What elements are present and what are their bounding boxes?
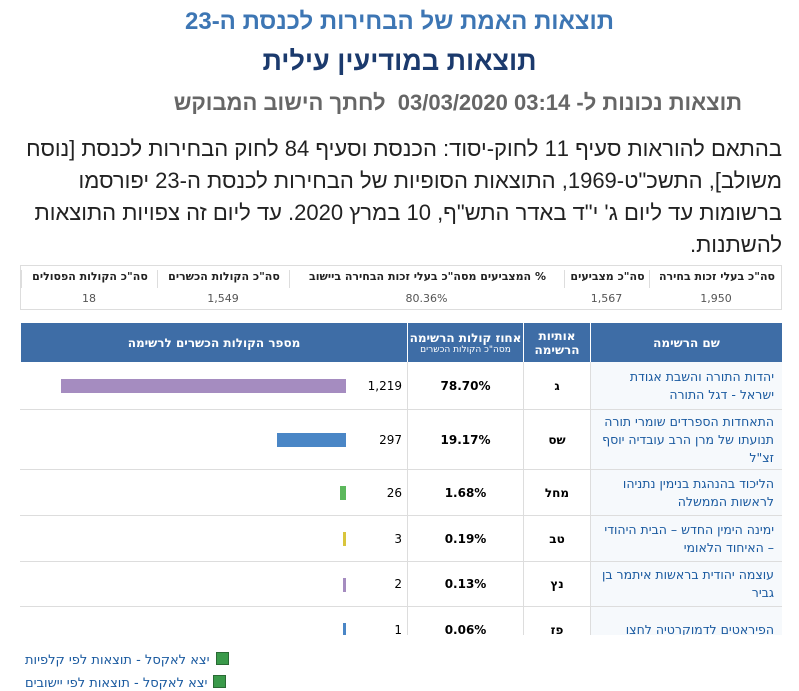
list-name: עוצמה יהודית בראשות איתמר בן גביר — [590, 562, 782, 607]
list-percent: 1.68% — [407, 470, 523, 516]
votes-cell: 1,219 — [20, 362, 407, 410]
header-percent: אחוז קולות הרשימה מסה"כ הקולות הכשרים — [407, 323, 523, 362]
bar — [61, 379, 346, 393]
list-name: הפיראטים לדמוקרטיה לחצו — [590, 607, 782, 635]
summary-header: סה"כ מצביעים — [564, 270, 650, 288]
summary-table: סה"כ בעלי זכות בחירה 1,950 סה"כ מצביעים 1,5… — [20, 265, 782, 310]
link-text[interactable]: יצא לאקסל - תוצאות לפי יישובים — [25, 676, 208, 691]
summary-header: סה"כ הקולות הכשרים — [157, 270, 290, 288]
votes-cell: 1 — [20, 607, 407, 635]
summary-value: 1,950 — [700, 292, 732, 305]
list-percent: 0.06% — [407, 607, 523, 635]
timestamp: תוצאות נכונות ל- 03:14 03/03/2020 לחתך ה… — [173, 90, 742, 115]
list-percent: 0.19% — [407, 516, 523, 562]
list-percent: 0.13% — [407, 562, 523, 607]
header-votes: מספר הקולות הכשרים לרשימה — [20, 323, 407, 362]
list-letters: נץ — [523, 562, 590, 607]
summary-value: 80.36% — [405, 292, 448, 305]
list-name: יהדות התורה והשבת אגודת ישראל - דגל התור… — [590, 362, 782, 410]
header-percent-note: מסה"כ הקולות הכשרים — [420, 344, 511, 355]
bar — [343, 532, 346, 546]
votes-label: 3 — [394, 531, 402, 546]
votes-cell: 3 — [20, 516, 407, 562]
bar — [339, 486, 346, 500]
list-letters: ג — [523, 362, 590, 410]
votes-label: 26 — [386, 485, 402, 500]
bar — [343, 577, 346, 592]
list-percent: 19.17% — [407, 410, 523, 470]
link-text[interactable]: יצא לאקסל - תוצאות לפי קלפיות — [25, 653, 210, 668]
list-percent: 78.70% — [407, 362, 523, 410]
summary-value: 1,549 — [207, 292, 239, 305]
notice: בהתאם להוראות סעיף 11 לחוק-יסוד: הכנסת ו… — [26, 136, 782, 257]
excel-icon — [213, 675, 227, 688]
summary-header: סה"כ בעלי זכות בחירה — [649, 270, 784, 288]
votes-cell: 2 — [20, 562, 407, 607]
votes-cell: 26 — [20, 470, 407, 516]
votes-label: 1,219 — [367, 378, 402, 393]
results-table: שם הרשימה אותיות הרשימה אחוז קולות הרשימה מ… — [20, 323, 782, 635]
list-letters: טב — [523, 516, 590, 562]
excel-icon — [215, 652, 229, 665]
bar — [276, 433, 346, 447]
votes-label: 1 — [394, 622, 402, 636]
votes-cell: 297 — [20, 410, 407, 470]
votes-label: 2 — [394, 577, 402, 591]
header-letters: אותיות הרשימה — [523, 323, 590, 362]
summary-header: סה"כ הקולות הפסולים — [21, 270, 158, 288]
summary-value: 1,567 — [590, 292, 623, 305]
bar — [343, 623, 346, 635]
excel-link[interactable]: יצא לאקסל - תוצאות לפי קלפיות — [25, 652, 229, 668]
excel-link[interactable]: יצא לאקסל - תוצאות לפי יישובים — [25, 675, 227, 691]
page-title: תוצאות האמת של הבחירות לכנסת ה-23 — [184, 8, 614, 35]
header-percent-main: אחוז קולות הרשימה — [409, 330, 522, 345]
list-letters: מחל — [523, 470, 590, 516]
page-subtitle: תוצאות במודיעין עילית — [262, 46, 537, 76]
list-letters: שס — [523, 410, 590, 470]
list-name: הליכוד בהנהגת בנימין נתניהו לראשות הממשל… — [590, 470, 782, 516]
list-name: התאחדות הספרדים שומרי תורה תנועתו של מרן… — [590, 410, 782, 470]
votes-label: 297 — [379, 432, 402, 447]
summary-value: 18 — [82, 292, 96, 305]
list-letters: פז — [523, 607, 590, 635]
list-name: ימינה הימין החדש – הבית היהודי – האיחוד … — [590, 516, 782, 562]
summary-header: % המצביעים מסה"כ בעלי זכות הבחירה ביישוב — [289, 270, 565, 288]
header-name: שם הרשימה — [590, 323, 782, 362]
